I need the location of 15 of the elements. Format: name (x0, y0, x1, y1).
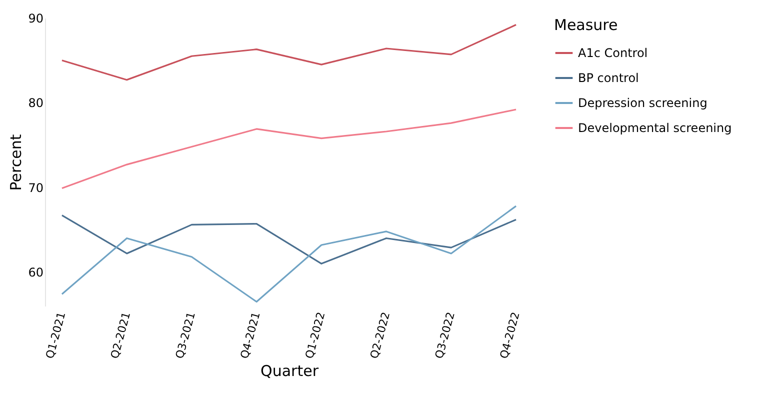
line-series (61, 108, 517, 190)
y-tick-label: 90 (28, 12, 44, 26)
y-tick-label: 60 (28, 266, 44, 280)
legend-label: Developmental screening (578, 121, 732, 135)
x-axis-title: Quarter (260, 362, 320, 380)
legend-label: Depression screening (578, 96, 708, 110)
line-series (61, 24, 517, 81)
y-tick-label: 80 (28, 96, 44, 110)
y-tick-label: 70 (28, 180, 44, 195)
y-axis-title: Percent (7, 134, 26, 191)
line-series (61, 205, 517, 303)
legend-label: A1c Control (578, 46, 648, 60)
legend-label: BP control (578, 71, 639, 85)
line-series (61, 214, 517, 264)
legend-title: Measure (554, 16, 618, 34)
